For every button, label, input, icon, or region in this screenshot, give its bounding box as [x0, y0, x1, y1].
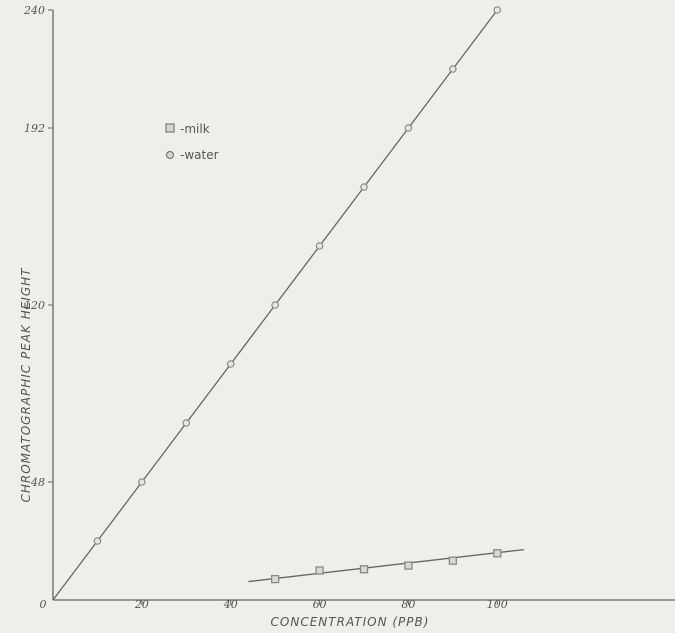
water-point	[182, 419, 191, 427]
milk-point	[493, 549, 502, 558]
fit-lines	[52, 9, 525, 601]
x-tick-label: 40	[223, 598, 238, 611]
legend: -milk -water	[165, 122, 219, 162]
milk-point	[270, 574, 280, 584]
legend-label-milk: -milk	[180, 122, 210, 136]
y-tick-label: 48	[30, 476, 45, 489]
milk-fit-line	[248, 548, 525, 583]
milk-point	[448, 556, 458, 565]
y-axis-title: CHROMATOGRAPHIC PEAK HEIGHT	[19, 267, 33, 503]
y-ticks: 48 120 192 240	[23, 4, 53, 489]
water-point	[271, 301, 279, 309]
water-point	[493, 6, 502, 14]
legend-marker-water	[165, 150, 175, 160]
water-point	[138, 478, 146, 486]
water-point	[449, 65, 457, 73]
milk-point	[315, 566, 324, 575]
water-point	[226, 360, 235, 368]
x-axis-title: CONCENTRATION (PPB)	[271, 615, 430, 629]
x-tick-label: 20	[134, 598, 149, 611]
data-points	[93, 6, 502, 584]
x-tick-label: 80	[401, 598, 415, 611]
milk-point	[404, 561, 413, 570]
water-point	[93, 537, 102, 545]
water-point	[360, 183, 368, 191]
y-tick-label: 192	[24, 122, 45, 135]
water-point	[404, 124, 413, 132]
water-point	[315, 242, 324, 250]
x-ticks: 0 20 40 60 80 100	[40, 598, 508, 611]
y-tick-label: 120	[24, 299, 45, 312]
x-tick-label: 100	[487, 598, 508, 611]
milk-point	[359, 565, 369, 574]
legend-marker-milk	[165, 123, 175, 133]
legend-label-water: -water	[180, 148, 219, 162]
x-tick-label: 0	[40, 598, 47, 611]
x-tick-label: 60	[313, 598, 327, 611]
y-tick-label: 240	[23, 4, 45, 17]
axes	[52, 10, 675, 601]
